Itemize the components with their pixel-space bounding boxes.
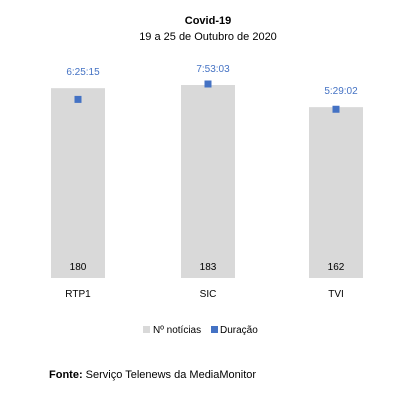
source-label: Fonte: (49, 369, 83, 381)
bar-tvi (309, 107, 363, 278)
legend-label-noticias: Nº notícias (153, 325, 201, 336)
duration-marker-rtp1 (74, 95, 82, 103)
legend-swatch-noticias (143, 326, 150, 333)
chart: Covid-19 19 a 25 de Outubro de 2020 180 R… (51, 15, 363, 336)
duration-marker-tvi (332, 105, 340, 113)
legend: Nº notícias Duração (143, 325, 258, 336)
source-note: Fonte: Serviço Telenews da MediaMonitor (49, 369, 256, 381)
duration-label: 5:29:02 (324, 86, 358, 97)
bars-layer: 180 RTP1 183 SIC 162 TVI (51, 85, 363, 300)
chart-title: Covid-19 (185, 15, 231, 27)
bar-value-label: 183 (200, 262, 217, 273)
source-text: Serviço Telenews da MediaMonitor (82, 369, 257, 381)
category-label: SIC (200, 289, 217, 300)
bar-value-label: 180 (70, 262, 87, 273)
category-label: RTP1 (65, 289, 91, 300)
duration-label: 7:53:03 (196, 64, 230, 75)
bar-value-label: 162 (328, 262, 345, 273)
chart-subtitle: 19 a 25 de Outubro de 2020 (139, 31, 277, 43)
category-label: TVI (328, 289, 344, 300)
bar-sic (181, 85, 235, 278)
legend-swatch-duracao (211, 326, 218, 333)
bar-rtp1 (51, 88, 105, 278)
markers-layer: 6:25:15 7:53:03 5:29:02 (66, 64, 358, 113)
legend-label-duracao: Duração (220, 325, 258, 336)
duration-marker-sic (204, 80, 212, 88)
duration-label: 6:25:15 (66, 67, 100, 78)
